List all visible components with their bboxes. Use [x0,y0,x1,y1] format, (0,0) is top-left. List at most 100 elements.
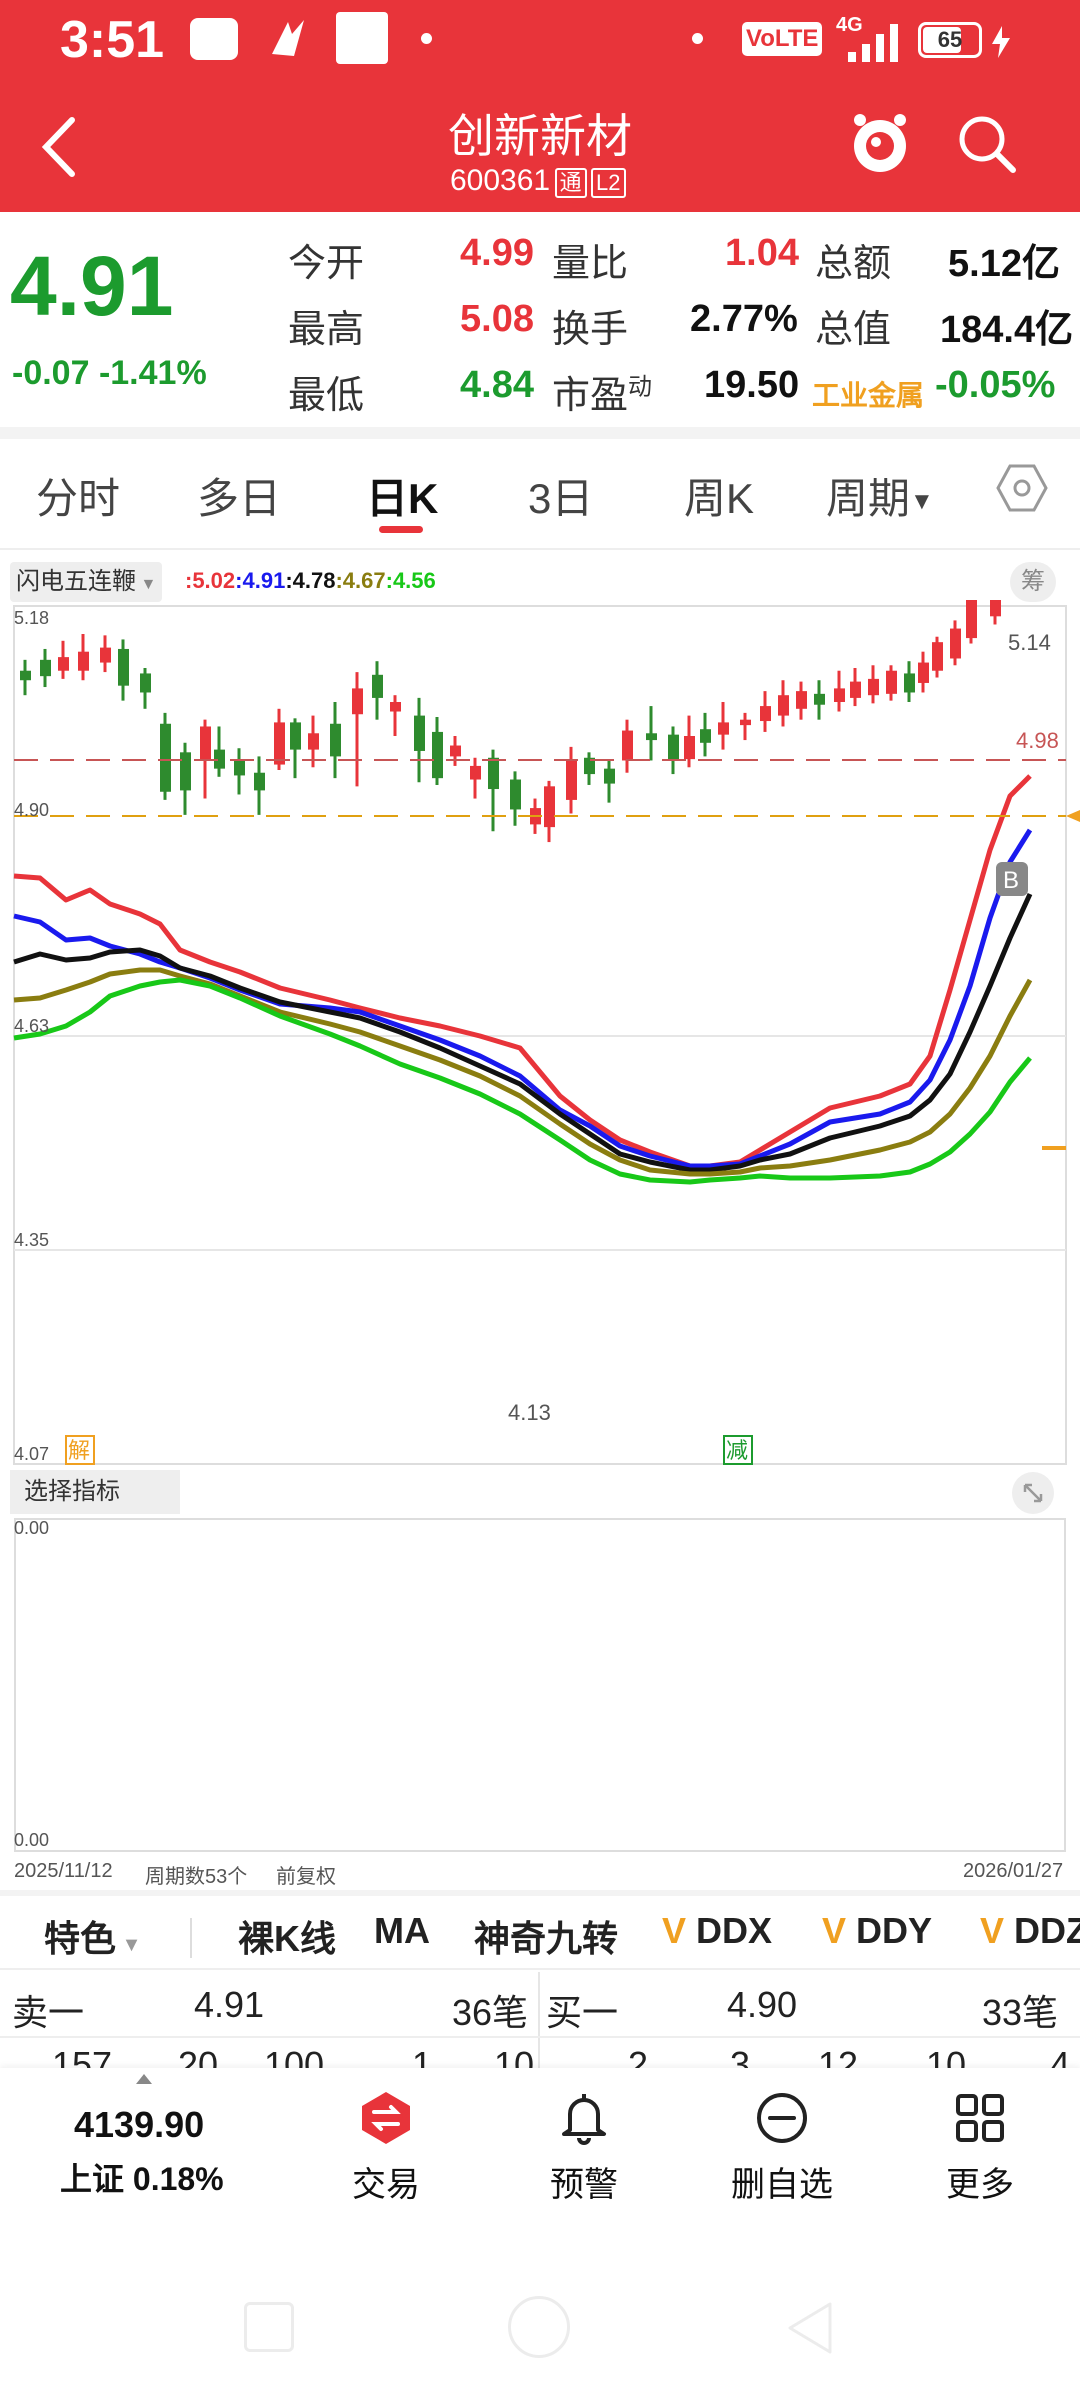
turnover-amount-label: 总额 [815,243,892,285]
candle-body [390,702,401,712]
chip-distribution-button[interactable]: 筹 [1010,562,1056,602]
index-value[interactable]: 4139.90 [74,2104,205,2145]
high-price-label: 5.14 [1008,630,1051,655]
unlock-marker[interactable]: 解 [65,1435,95,1465]
candle-body [510,779,521,810]
tab-intraday[interactable]: 分时 [36,475,121,522]
recent-apps-button[interactable] [244,2302,294,2352]
toolbar-divider [190,1918,192,1958]
section-divider [0,427,1080,439]
tab-3-day[interactable]: 3日 [528,475,594,522]
candle-body [160,723,171,792]
order-qty: 157 [52,2044,113,2068]
search-icon [959,116,1016,173]
y-axis-label: 4.35 [14,1230,49,1250]
order-qty: 10 [926,2044,967,2068]
minus-circle-icon [757,2093,807,2143]
tab-period[interactable]: 周期▼ [826,475,934,522]
low-label: 最低 [288,375,365,417]
toolbar-ddx[interactable]: V DDX [662,1910,773,1951]
candle-body [796,691,807,709]
candles-group [20,600,1001,843]
order-qty: 2 [628,2044,649,2068]
toolbar-naked-k[interactable]: 裸K线 [238,1918,336,1959]
volume-ratio-label: 量比 [552,243,629,285]
search-button[interactable] [955,112,1019,176]
candle-body [904,673,915,693]
sector-name[interactable]: 工业金属 [812,380,925,411]
expand-up-icon[interactable] [136,2074,152,2084]
toolbar-magic-nine[interactable]: 神奇九转 [474,1918,619,1959]
candle-body [140,673,151,693]
nav-alert[interactable]: 预警 [514,2090,654,2206]
candle-body [700,729,711,743]
hexagon-settings-icon [996,464,1048,512]
chart-settings-button[interactable] [996,462,1048,514]
toolbar-divider [0,1968,1080,1970]
order-row-divider [0,2036,1080,2038]
candle-body [488,757,499,790]
status-time: 3:51 [60,11,165,69]
candle-body [180,752,191,791]
nav-more[interactable]: 更多 [910,2090,1050,2206]
mascot-button[interactable] [850,108,910,180]
pe-label: 市盈动 [552,373,653,417]
price-pointer-icon [1066,810,1080,822]
image-notification-icon [336,12,388,64]
reduce-marker-label: 减 [726,1438,748,1463]
tab-daily-k[interactable]: 日K [366,475,439,522]
turnover-amount-value: 5.12亿 [948,243,1060,285]
tabs-divider [0,548,1080,550]
candle-body [308,733,319,750]
candle-body [834,688,845,702]
sell-one-count: 36笔 [452,1992,529,2033]
indicator-selector[interactable]: 闪电五连鞭 ▼ [10,562,163,602]
expand-button[interactable] [1012,1472,1054,1514]
order-detail-row: 157 20 100 1 10 2 3 12 10 4 [0,2040,1080,2068]
toolbar-featured[interactable]: 特色 ▼ [44,1918,142,1959]
candle-body [450,745,461,757]
candle-body [966,600,977,639]
candle-body [544,786,555,828]
trade-icon [362,2092,410,2144]
candle-body [760,706,771,722]
back-button[interactable] [36,112,86,182]
buy-one-label: 买一 [546,1992,619,2033]
y-axis-label: 4.63 [14,1016,49,1036]
nav-remove-watchlist[interactable]: 删自选 [712,2090,852,2206]
nav-trade[interactable]: 交易 [316,2090,456,2206]
stock-name: 创新新材 [448,110,632,162]
period-count: 周期数53个 [145,1866,248,1888]
signal-icon [846,22,902,62]
kline-chart[interactable]: 5.18 4.90 4.63 4.35 4.07 5.14 4.98 4.13 … [0,600,1080,1470]
toolbar-ddy[interactable]: V DDY [822,1910,933,1951]
candle-body [470,765,481,780]
stock-code-row: 600361 通 L2 [450,164,626,198]
toolbar-ddz[interactable]: V DDZ [980,1910,1080,1951]
reduce-marker[interactable]: 减 [723,1435,753,1465]
price-change: -0.07 -1.41% [12,354,207,392]
buy-one-count: 33笔 [982,1992,1059,2033]
candle-body [646,733,657,741]
home-button[interactable] [508,2296,570,2358]
tab-weekly-k[interactable]: 周K [684,475,755,522]
pe-value: 19.50 [704,364,800,406]
adjust-type[interactable]: 前复权 [276,1866,336,1888]
y-axis-label: 4.90 [14,800,49,820]
candle-body [58,657,69,671]
candle-body [918,662,929,683]
index-name[interactable]: 上证 0.18% [60,2161,224,2197]
candle-body [668,734,679,760]
toolbar-ma[interactable]: MA [374,1910,430,1951]
buy-marker[interactable]: B [996,862,1028,896]
candle-body [950,628,961,659]
section-divider [0,1890,1080,1896]
candle-body [200,726,211,760]
open-value: 4.99 [460,232,534,274]
system-back-button[interactable] [780,2298,840,2358]
tab-multi-day[interactable]: 多日 [197,475,282,522]
candle-body [886,670,897,694]
select-indicator-button[interactable]: 选择指标 [10,1470,180,1514]
sub-indicator-panel[interactable] [14,1518,1066,1852]
candle-body [100,647,111,663]
